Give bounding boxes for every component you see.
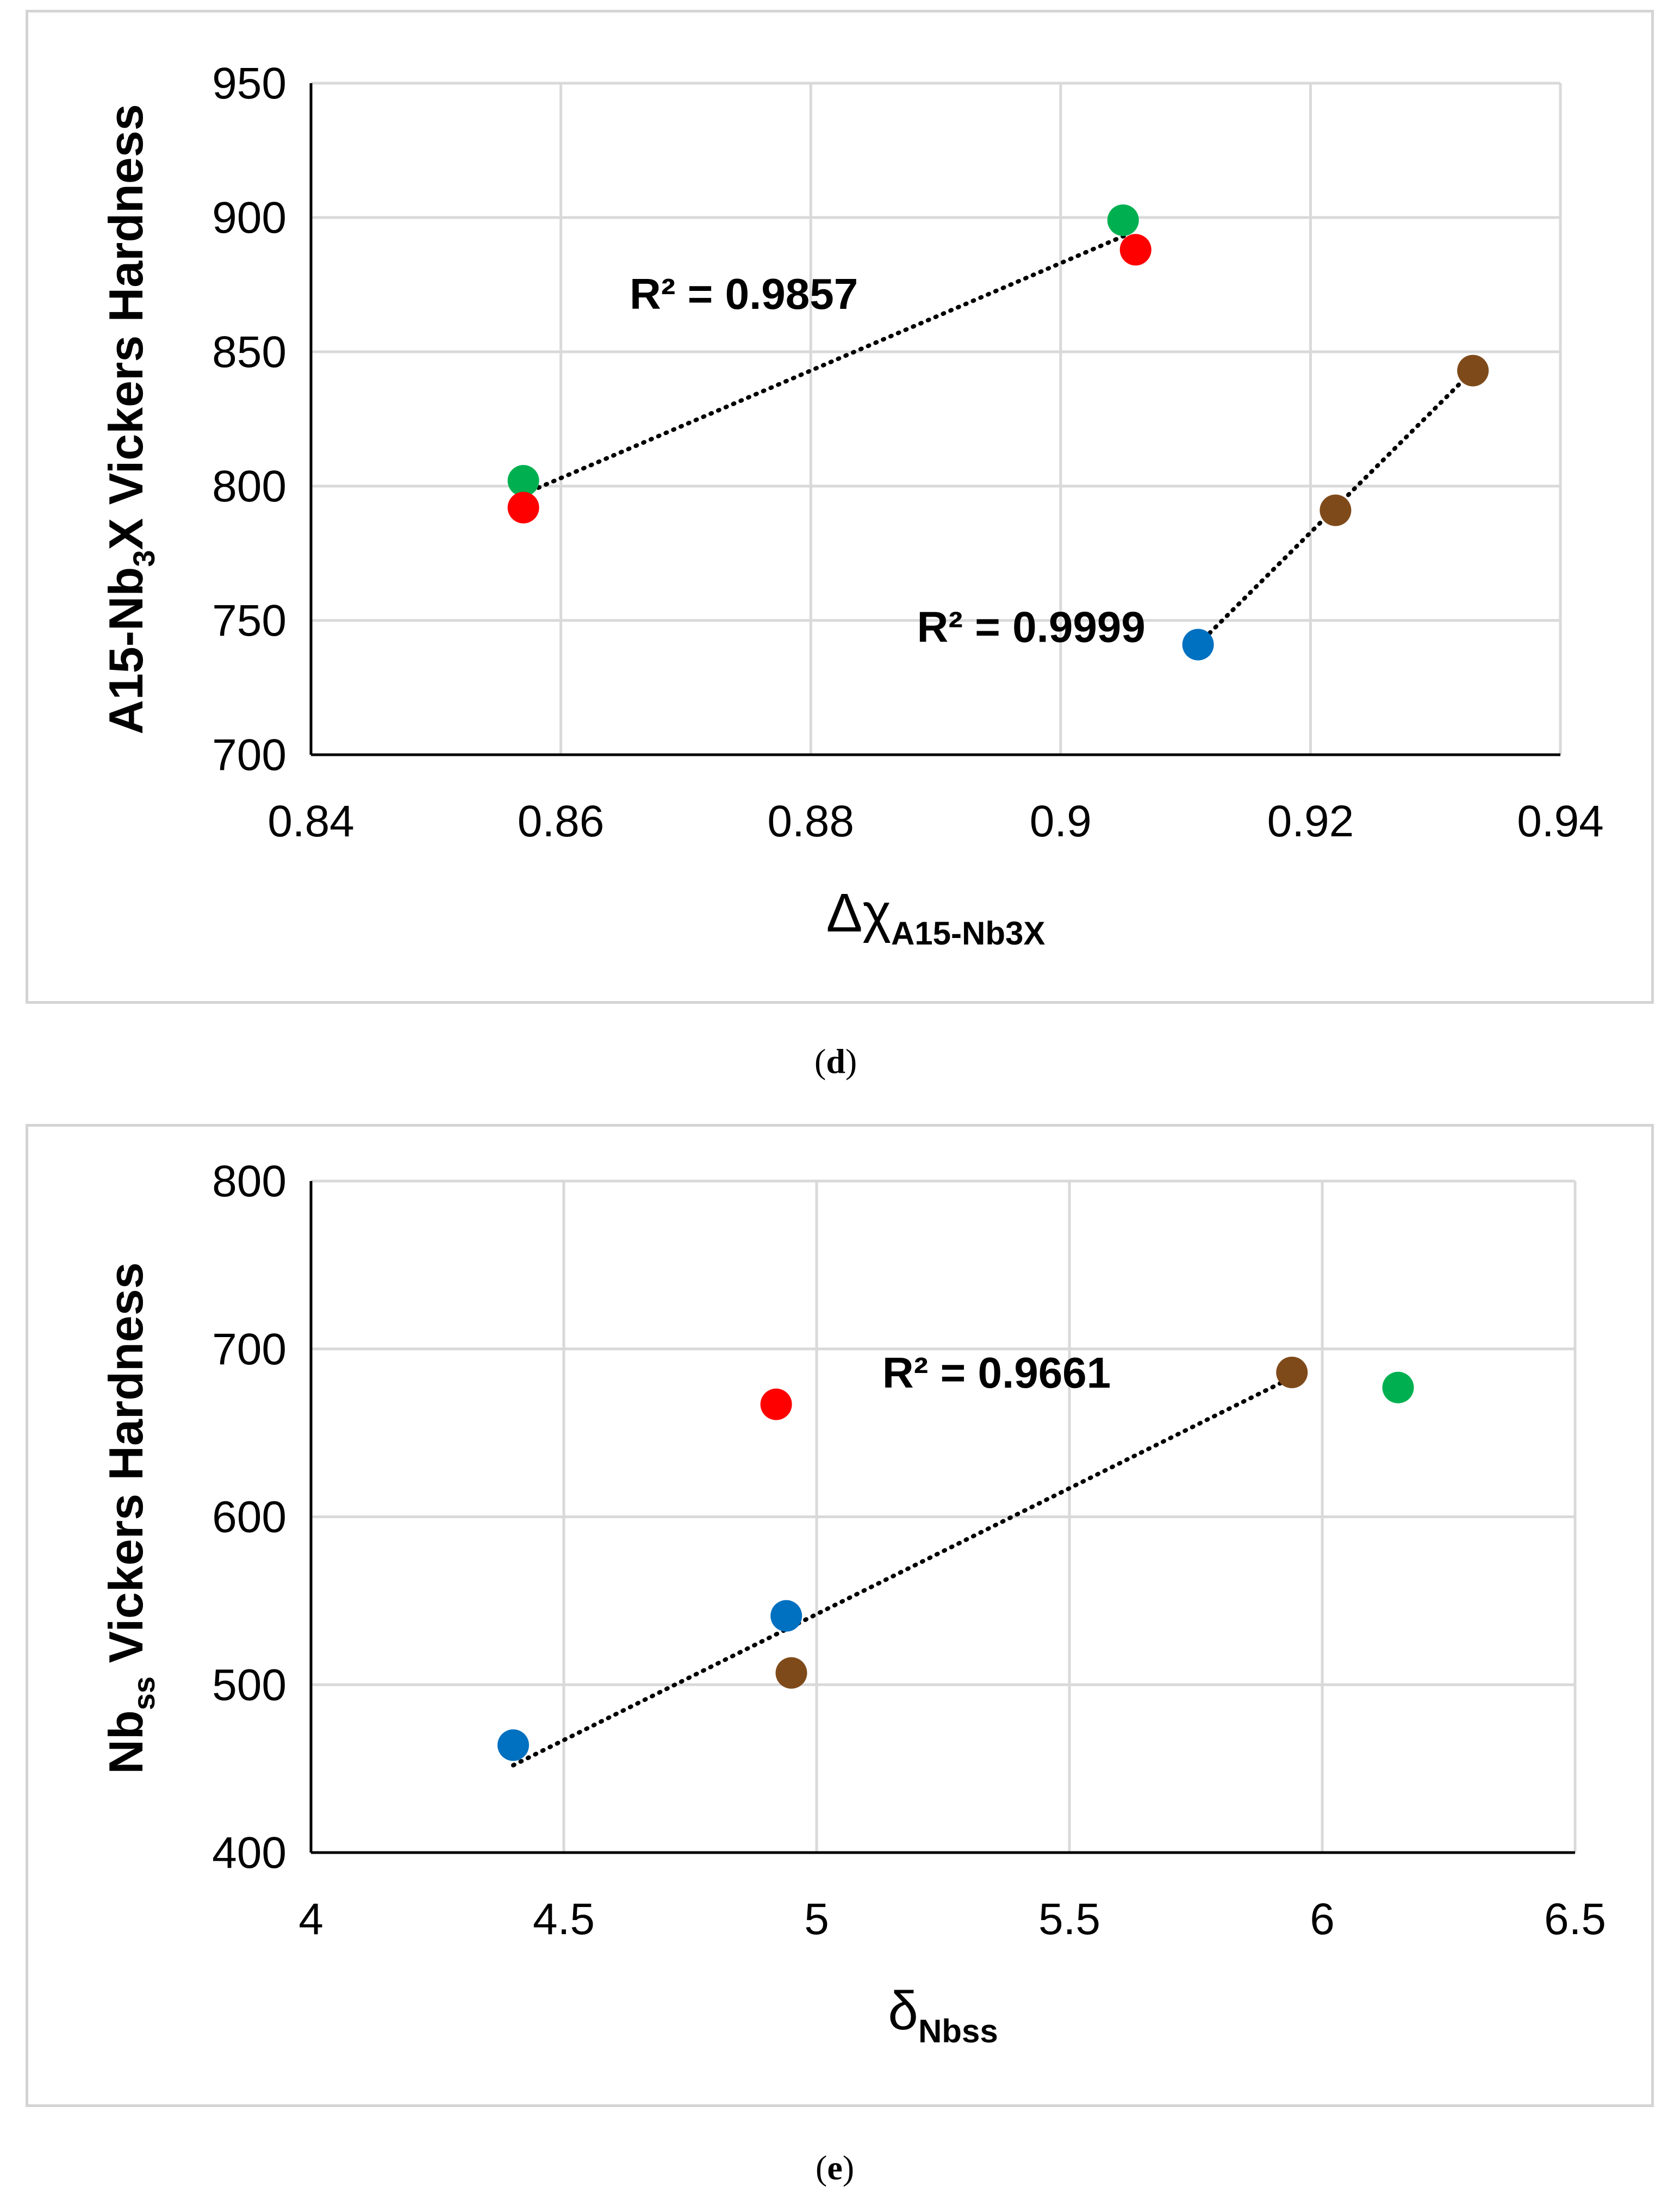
x-axis-title: ΔχA15-Nb3X — [826, 883, 1046, 952]
y-axis-title-subscript: 3 — [127, 550, 161, 567]
x-tick-label: 5.5 — [1038, 1894, 1100, 1944]
y-tick-label: 850 — [212, 327, 287, 377]
y-tick-label: 700 — [212, 1325, 287, 1374]
x-tick-label: 0.94 — [1517, 797, 1604, 846]
x-tick-label: 4.5 — [533, 1894, 595, 1944]
y-tick-label: 500 — [212, 1660, 287, 1710]
x-tick-label: 5 — [804, 1894, 829, 1944]
data-point — [1276, 1356, 1308, 1388]
scatter-chart-e: 4 4.5 5 5.5 6 6.5 400 500 600 700 800 Nbss Vickers … — [99, 1157, 1606, 2049]
x-axis-title-subscript: A15-Nb3X — [891, 915, 1045, 952]
r-squared-label: R² = 0.9857 — [630, 270, 858, 318]
y-tick-label: 400 — [212, 1828, 287, 1878]
data-point — [1457, 355, 1489, 387]
caption-d: (d) — [814, 1041, 857, 1082]
x-tick-label: 0.88 — [767, 797, 854, 846]
chart-panel-e: 4 4.5 5 5.5 6 6.5 400 500 600 700 800 Nbss Vickers … — [26, 1124, 1654, 2107]
caption-e-open: ( — [816, 2148, 827, 2187]
y-tick-label: 700 — [212, 730, 287, 780]
caption-d-letter: d — [826, 1042, 845, 1080]
y-axis-title-subscript: ss — [127, 1676, 161, 1710]
chart-panel-d: 0.84 0.86 0.88 0.9 0.92 0.94 700 750 800 850 900 95… — [26, 10, 1654, 1004]
x-axis-title-main: δ — [888, 1980, 918, 2041]
caption-d-close: ) — [845, 1042, 857, 1080]
y-axis-title: Nbss Vickers Hardness — [99, 1262, 161, 1774]
r-squared-label: R² = 0.9999 — [917, 603, 1146, 651]
x-axis-title-subscript: Nbss — [918, 2013, 998, 2049]
caption-e-letter: e — [827, 2148, 843, 2187]
x-axis-title-main: Δχ — [826, 883, 891, 943]
y-axis-title-rest: Vickers Hardness — [99, 1262, 153, 1676]
x-tick-label: 0.84 — [267, 797, 354, 846]
y-tick-label: 800 — [212, 462, 287, 511]
data-point — [775, 1657, 807, 1689]
y-tick-label: 950 — [212, 59, 287, 108]
data-point — [507, 492, 539, 524]
x-tick-label: 0.92 — [1267, 797, 1354, 846]
data-point — [1182, 629, 1214, 661]
x-tick-label: 0.9 — [1030, 797, 1092, 846]
data-point — [1119, 234, 1152, 266]
data-point — [507, 465, 539, 497]
x-tick-label: 6 — [1310, 1894, 1335, 1944]
y-tick-label: 600 — [212, 1493, 287, 1542]
y-tick-label: 900 — [212, 193, 287, 243]
x-tick-label: 0.86 — [518, 797, 605, 846]
trendline — [511, 1375, 1295, 1768]
gridlines — [311, 82, 1562, 755]
y-axis-title-main: Nb — [99, 1710, 153, 1774]
data-point — [770, 1600, 802, 1632]
data-point — [1107, 204, 1139, 236]
trendline — [521, 231, 1132, 496]
x-tick-label: 4 — [298, 1894, 323, 1944]
caption-e-close: ) — [842, 2148, 855, 2187]
data-point — [1382, 1371, 1414, 1403]
scatter-chart-d: 0.84 0.86 0.88 0.9 0.92 0.94 700 750 800 850 900 95… — [99, 59, 1604, 952]
r-squared-label: R² = 0.9661 — [882, 1349, 1111, 1397]
y-axis-title-main: A15-Nb — [99, 567, 153, 735]
x-tick-label: 6.5 — [1544, 1894, 1606, 1944]
y-axis-title: A15-Nb3X Vickers Hardness — [99, 104, 161, 734]
y-tick-label: 800 — [212, 1157, 287, 1206]
x-axis-title: δNbss — [888, 1980, 998, 2049]
caption-d-open: ( — [814, 1042, 826, 1080]
data-point — [497, 1729, 529, 1761]
y-axis-title-rest: X Vickers Hardness — [99, 104, 153, 550]
data-point — [1320, 494, 1352, 526]
caption-e: (e) — [816, 2148, 854, 2188]
y-tick-label: 750 — [212, 596, 287, 645]
data-point — [760, 1388, 792, 1420]
